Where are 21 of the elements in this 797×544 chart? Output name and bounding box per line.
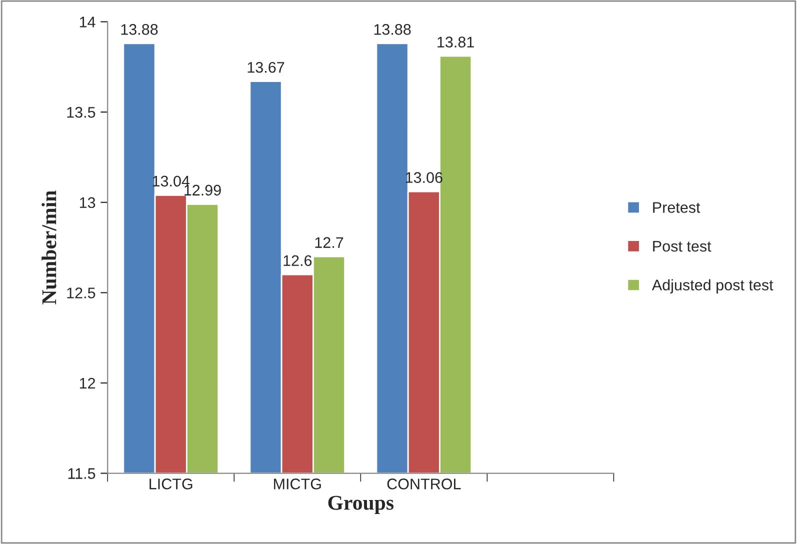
data-label: 12.99 bbox=[184, 184, 221, 196]
y-tick-label: 12 bbox=[80, 378, 96, 389]
legend-label: Pretest bbox=[653, 202, 700, 213]
legend-label: Post test bbox=[653, 241, 712, 252]
y-tick-label: 12.5 bbox=[67, 288, 96, 298]
data-label: 13.88 bbox=[374, 24, 411, 35]
data-label: 13.81 bbox=[438, 36, 474, 48]
x-tick-label: MICTG bbox=[274, 478, 321, 490]
x-tick-label: CONTROL bbox=[387, 478, 461, 490]
x-tick-label: LICTG bbox=[150, 478, 192, 490]
y-axis-title: Number/min bbox=[42, 190, 56, 304]
x-axis-title: Groups bbox=[328, 496, 394, 514]
y-tick-label: 13.5 bbox=[67, 106, 96, 118]
y-tick-label: 14 bbox=[80, 16, 96, 28]
y-tick-label: 13 bbox=[80, 197, 96, 208]
y-tick-label: 11.5 bbox=[68, 468, 96, 479]
data-label: 13.67 bbox=[248, 62, 284, 73]
data-label: 12.7 bbox=[315, 237, 344, 248]
legend-label: Adjusted post test bbox=[652, 279, 774, 294]
data-label: 13.88 bbox=[121, 24, 158, 35]
data-label: 12.6 bbox=[284, 255, 312, 266]
